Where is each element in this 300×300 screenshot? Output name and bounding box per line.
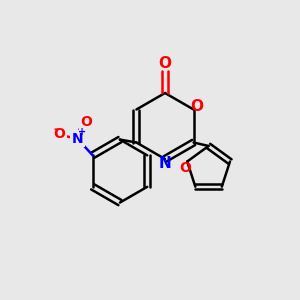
Text: O: O [54, 127, 66, 141]
Text: N: N [72, 132, 83, 146]
Text: O: O [180, 160, 192, 175]
Text: -: - [53, 123, 58, 136]
Text: O: O [158, 56, 172, 71]
Text: O: O [191, 99, 204, 114]
Text: O: O [81, 115, 93, 129]
Text: N: N [159, 156, 171, 171]
Text: +: + [78, 127, 86, 137]
